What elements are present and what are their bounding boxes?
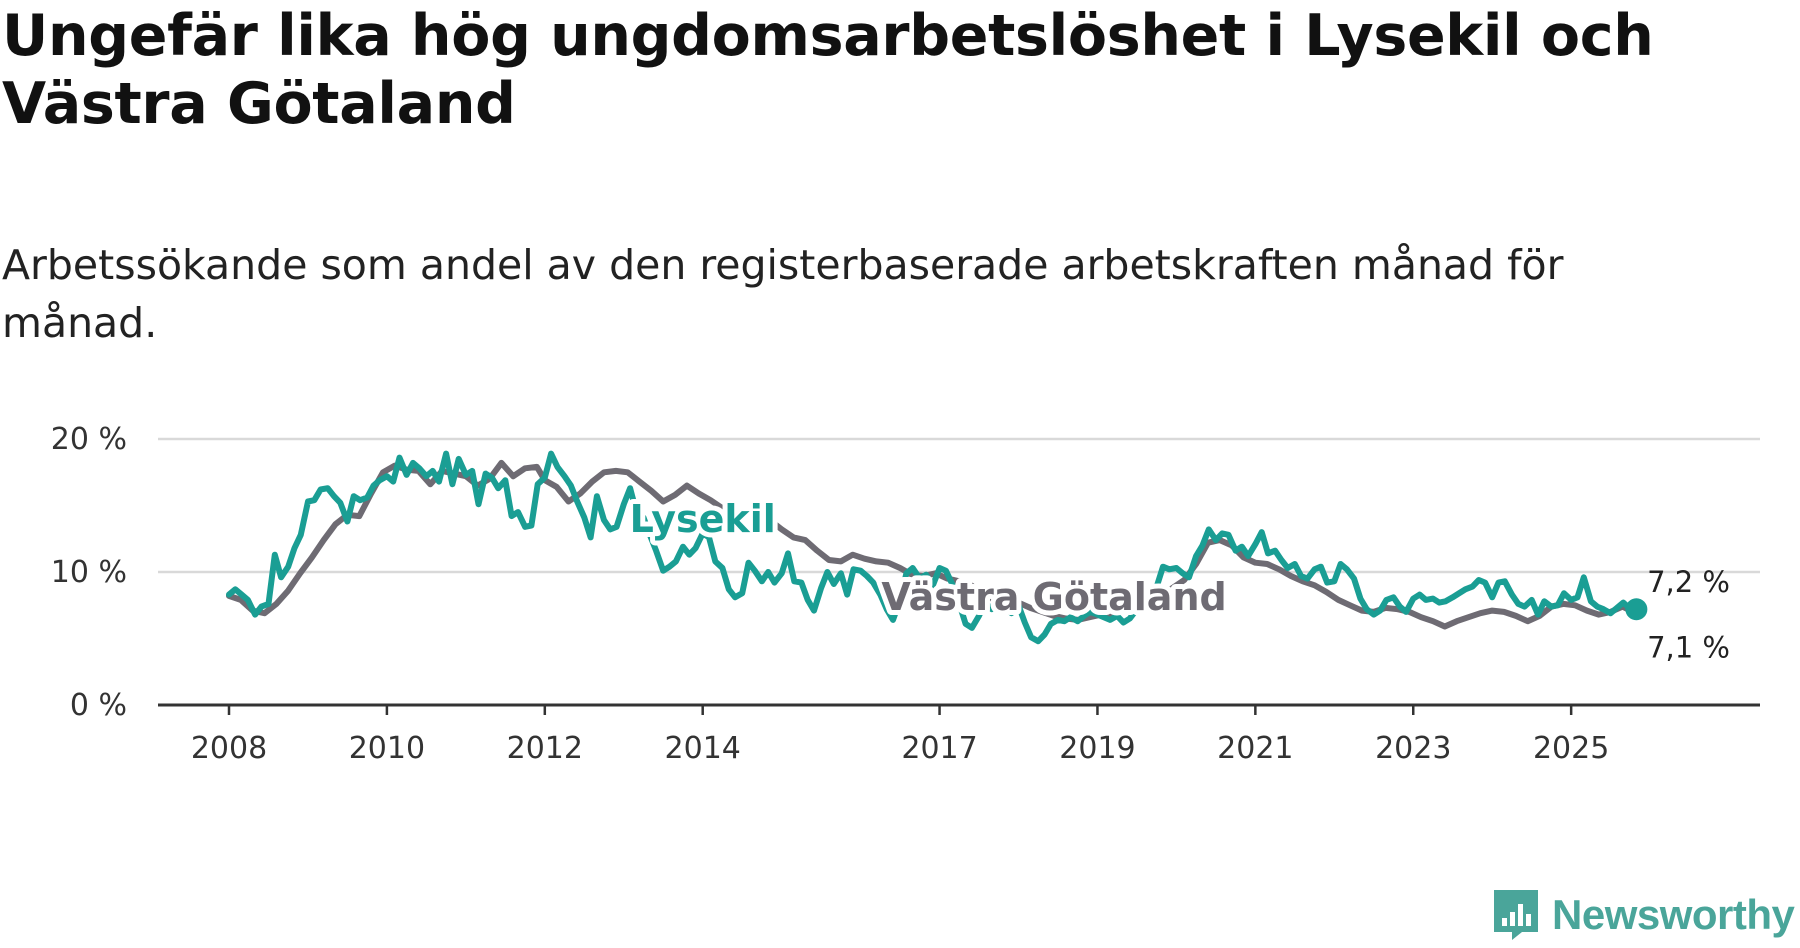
- x-tick-label: 2014: [665, 731, 741, 766]
- y-tick-label: 20 %: [51, 422, 127, 457]
- y-tick-label: 10 %: [51, 555, 127, 590]
- brand-name: Newsworthy: [1552, 891, 1795, 938]
- series-lines: [226, 450, 1634, 645]
- x-tick-label: 2010: [349, 731, 425, 766]
- series-labels: 7,2 % 7,1 % Lysekil Västra Götaland: [625, 492, 1730, 665]
- chart-title: Ungefär lika hög ungdomsarbetslöshet i L…: [2, 3, 1654, 137]
- x-tick-label: 2021: [1217, 731, 1293, 766]
- series-name-label: Västra Götaland: [881, 575, 1226, 619]
- x-tick-label: 2023: [1375, 731, 1451, 766]
- chart-subtitle: Arbetssökande som andel av den registerb…: [2, 241, 1564, 347]
- newsworthy-logo-icon: [1494, 890, 1538, 940]
- series-line-lysekil: [226, 450, 1634, 645]
- y-tick-label: 0 %: [70, 688, 127, 723]
- axes: 0 % 10 % 20 % 2008 2010 2012 2014 2017 2019 2021 2…: [51, 422, 1760, 766]
- series-name-label: Lysekil: [630, 497, 776, 541]
- brand-logo: Newsworthy: [1492, 888, 1795, 942]
- series-end-label: 7,2 %: [1647, 565, 1730, 599]
- series-end-marker: [1625, 598, 1648, 621]
- x-tick-label: 2017: [901, 731, 977, 766]
- x-tick-label: 2025: [1533, 731, 1609, 766]
- x-tick-label: 2008: [191, 731, 267, 766]
- x-tick-label: 2012: [507, 731, 583, 766]
- gridlines: [158, 437, 1760, 574]
- series-end-label: 7,1 %: [1647, 631, 1730, 665]
- x-tick-label: 2019: [1059, 731, 1135, 766]
